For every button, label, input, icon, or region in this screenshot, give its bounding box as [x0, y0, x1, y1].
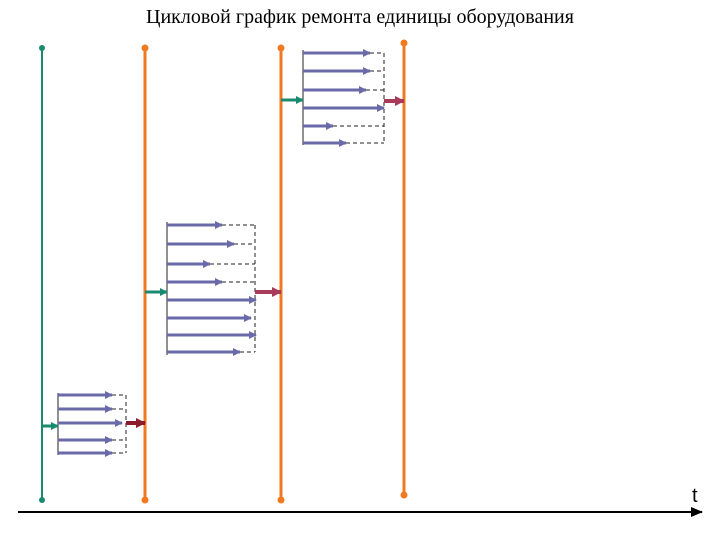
- diagram-title: Цикловой график ремонта единицы оборудов…: [146, 6, 574, 28]
- operation-group-3: [281, 49, 405, 147]
- time-line-orange-1: [141, 44, 149, 504]
- operation-group-2: [145, 221, 282, 356]
- time-line-orange-2: [277, 44, 285, 504]
- time-axis-label: t: [692, 485, 698, 507]
- operation-group-1: [42, 391, 146, 457]
- time-line-orange-3: [400, 39, 408, 499]
- time-line-green: [39, 45, 45, 503]
